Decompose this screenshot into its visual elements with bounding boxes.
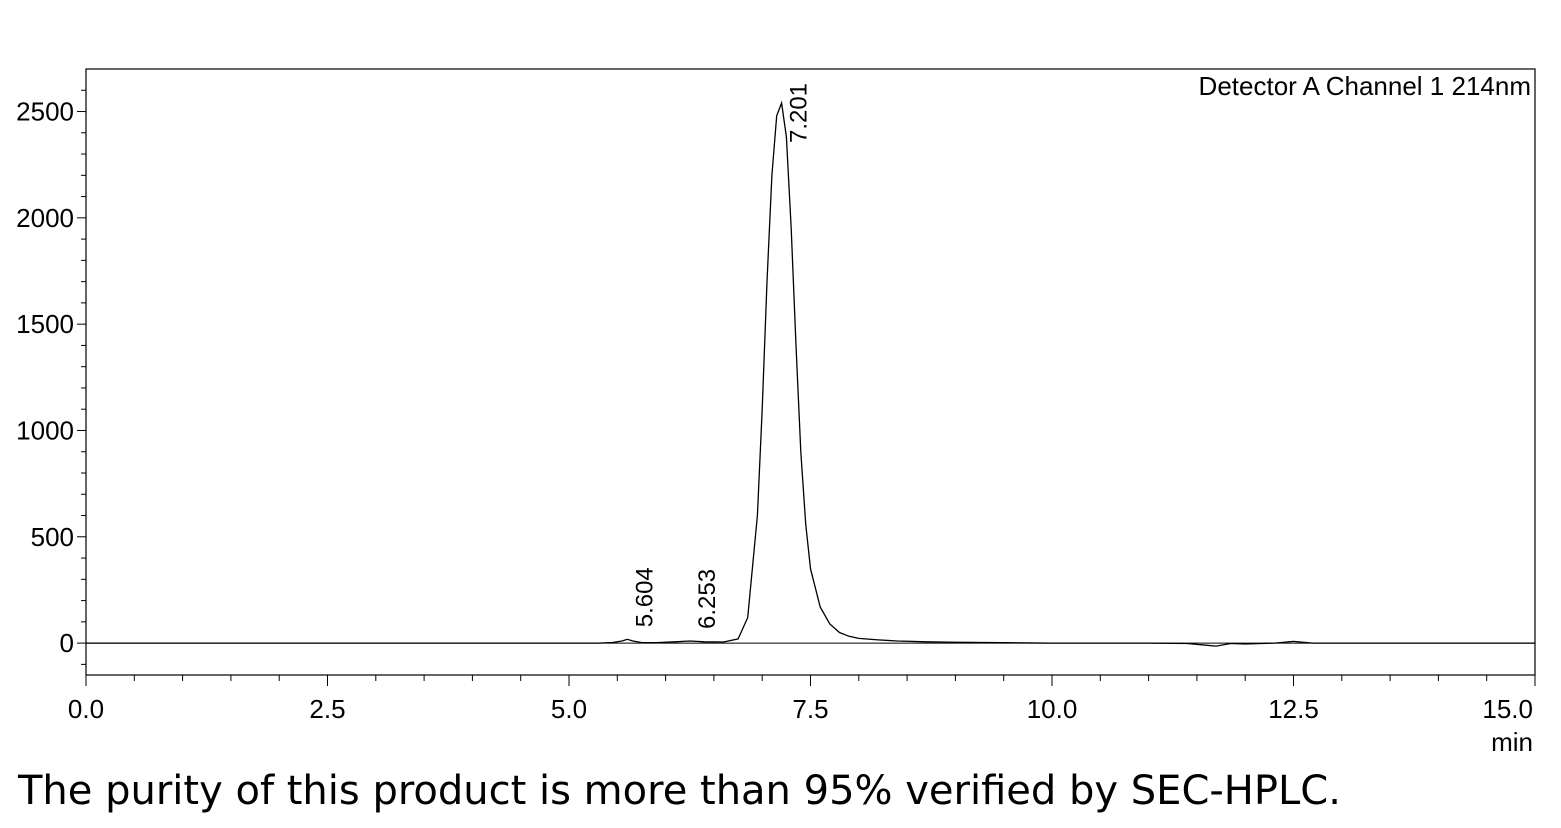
channel-label: Detector A Channel 1 214nm	[1199, 71, 1531, 101]
plot-frame	[85, 68, 1536, 676]
x-tick-label: 7.5	[792, 694, 828, 724]
x-axis-unit-label: min	[1491, 727, 1533, 757]
purity-caption: The purity of this product is more than …	[18, 768, 1341, 814]
peak-labels: 5.604 6.253 7.201	[631, 83, 812, 629]
x-tick-label: 2.5	[309, 694, 345, 724]
x-tick-label: 0.0	[68, 694, 104, 724]
y-axis: 0 500 1000 1500 2000 2500	[16, 89, 86, 665]
x-axis: 0.0 2.5 5.0 7.5 10.0 12.5 15.0	[68, 675, 1536, 724]
y-tick-label: 500	[31, 522, 74, 552]
peak-label: 7.201	[786, 83, 813, 143]
x-tick-label: 12.5	[1268, 694, 1319, 724]
y-tick-label: 2000	[16, 203, 74, 233]
x-tick-label: 5.0	[551, 694, 587, 724]
x-tick-label: 15.0	[1482, 694, 1533, 724]
peak-label: 5.604	[631, 567, 658, 627]
y-tick-label: 2500	[16, 97, 74, 127]
y-tick-label: 1000	[16, 415, 74, 445]
x-tick-label: 10.0	[1027, 694, 1078, 724]
chromatogram-chart: 0 500 1000 1500 2000 2500 0.0 2.5 5.0 7.5 10.0 12.…	[16, 68, 1536, 757]
y-tick-label: 0	[60, 628, 74, 658]
chromatogram-trace	[86, 100, 1535, 647]
peak-label: 6.253	[694, 569, 721, 629]
y-tick-label: 1500	[16, 309, 74, 339]
